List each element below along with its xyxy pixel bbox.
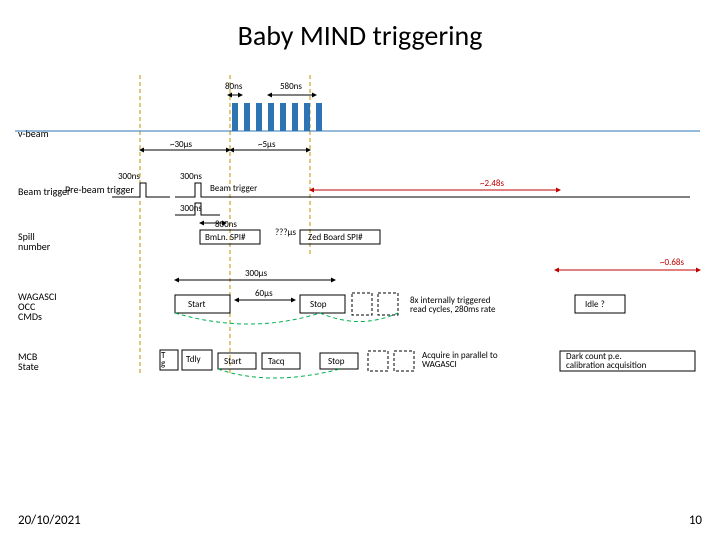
bunch-width-label: 80ns bbox=[225, 81, 243, 92]
note1: 8x internally triggeredread cycles, 280m… bbox=[410, 295, 496, 315]
timing-diagram: 80ns 580ns ν-beam Beam trigger Pre-beam … bbox=[0, 75, 720, 495]
mcb-tdly: Tdly bbox=[186, 354, 202, 365]
page-title: Baby MIND triggering bbox=[0, 0, 720, 53]
zed-box: Zed Board SPI# bbox=[308, 232, 363, 243]
extra-delay: 300ns bbox=[180, 203, 202, 214]
startw-span: 60µs bbox=[255, 288, 273, 299]
wagasci-idle: Idle ? bbox=[585, 299, 605, 310]
row-mcb: MCBState bbox=[18, 350, 39, 373]
qqq-span: ???µs bbox=[275, 227, 296, 238]
footer-date: 20/10/2021 bbox=[18, 513, 81, 528]
row-pre: Pre-beam trigger bbox=[65, 183, 134, 196]
row-spill: Spillnumber bbox=[18, 230, 51, 253]
row-trig: Beam trigger bbox=[18, 185, 71, 198]
beamtrig-delay: 300ns bbox=[180, 171, 202, 182]
prebeam-delay: 300ns bbox=[118, 171, 140, 182]
readout-span: ~2.48s bbox=[480, 178, 504, 189]
prebeam-span: ~30µs bbox=[170, 139, 193, 150]
note2: Acquire in parallel toWAGASCI bbox=[422, 350, 498, 370]
beamtrig-bar: Beam trigger bbox=[210, 183, 257, 194]
bunch-gap-label: 580ns bbox=[280, 81, 302, 92]
bmln-box: BmLn. SPI# bbox=[205, 232, 246, 243]
spill-span: ~5µs bbox=[258, 139, 276, 150]
beam-bunches bbox=[232, 103, 322, 131]
bmln-width: 800ns bbox=[215, 219, 237, 230]
row-wagasci: WAGASCIOCCCMDs bbox=[18, 290, 57, 323]
row-beam: ν-beam bbox=[18, 127, 49, 140]
wagasci-stop: Stop bbox=[310, 299, 327, 310]
page-number: 10 bbox=[689, 513, 702, 528]
mcb-trg: Tg bbox=[161, 350, 166, 369]
mcb-stop: Stop bbox=[328, 356, 345, 367]
cycle-span: 300µs bbox=[245, 268, 268, 279]
note3: Dark count p.e.calibration acquisition bbox=[566, 351, 647, 371]
mcb-start: Start bbox=[224, 356, 242, 367]
mcb-tacq: Tacq bbox=[268, 356, 285, 367]
wagasci-start: Start bbox=[188, 299, 206, 310]
idle-span: ~0.68s bbox=[660, 257, 684, 268]
